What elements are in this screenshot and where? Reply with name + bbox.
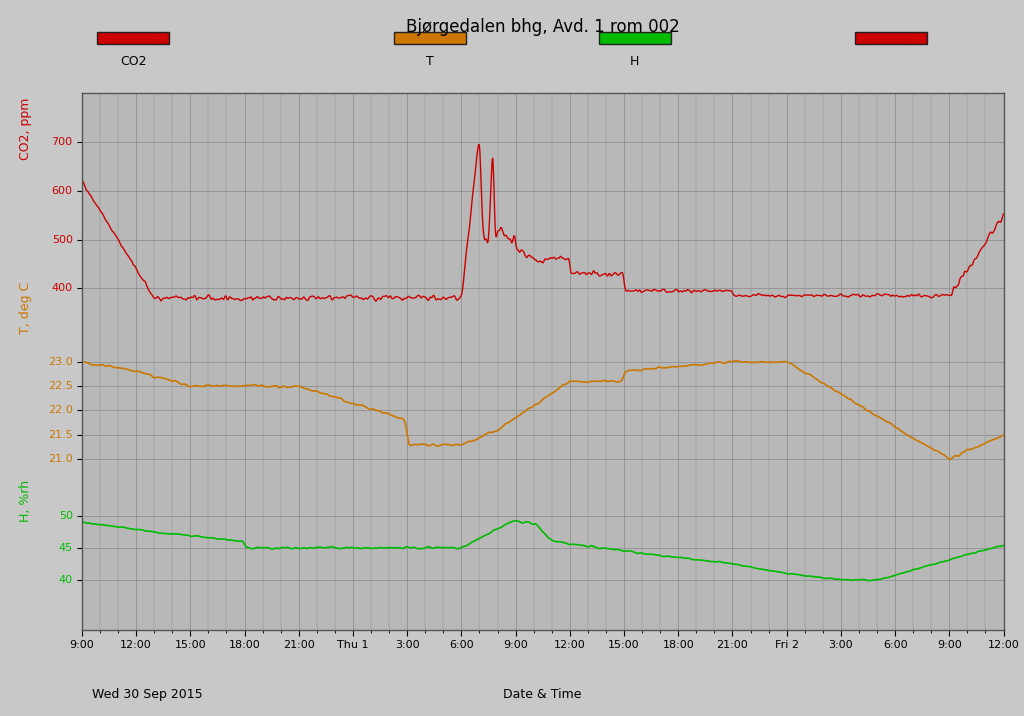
Text: 23.0: 23.0 xyxy=(48,357,73,367)
Text: CO2, ppm: CO2, ppm xyxy=(19,97,32,160)
Text: 21.0: 21.0 xyxy=(48,454,73,464)
Text: Date & Time: Date & Time xyxy=(504,688,582,701)
Text: 500: 500 xyxy=(51,235,73,245)
Text: Wed 30 Sep 2015: Wed 30 Sep 2015 xyxy=(92,688,203,701)
Text: T: T xyxy=(426,55,434,68)
Text: 50: 50 xyxy=(58,511,73,521)
Text: 22.5: 22.5 xyxy=(48,381,73,391)
Text: 700: 700 xyxy=(51,137,73,147)
Text: Bjørgedalen bhg, Avd. 1 rom 002: Bjørgedalen bhg, Avd. 1 rom 002 xyxy=(406,18,680,36)
Text: 21.5: 21.5 xyxy=(48,430,73,440)
Text: CO2: CO2 xyxy=(120,55,146,68)
Text: T, deg C: T, deg C xyxy=(19,282,32,334)
Text: 22.0: 22.0 xyxy=(48,405,73,415)
Text: 400: 400 xyxy=(51,284,73,294)
Text: H, %rh: H, %rh xyxy=(19,480,32,522)
Text: H: H xyxy=(630,55,640,68)
Text: 45: 45 xyxy=(58,543,73,553)
Text: 40: 40 xyxy=(58,575,73,585)
Text: 600: 600 xyxy=(51,185,73,195)
